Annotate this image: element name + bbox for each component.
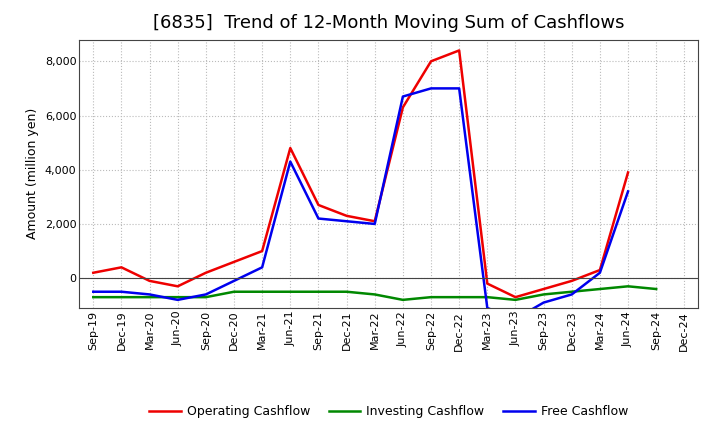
Free Cashflow bbox=[202, 292, 210, 297]
Free Cashflow bbox=[427, 86, 436, 91]
Investing Cashflow bbox=[455, 294, 464, 300]
Line: Free Cashflow: Free Cashflow bbox=[94, 88, 628, 319]
Investing Cashflow bbox=[174, 294, 182, 300]
Investing Cashflow bbox=[370, 292, 379, 297]
Operating Cashflow bbox=[342, 213, 351, 219]
Operating Cashflow bbox=[399, 105, 408, 110]
Investing Cashflow bbox=[399, 297, 408, 303]
Investing Cashflow bbox=[624, 284, 632, 289]
Investing Cashflow bbox=[202, 294, 210, 300]
Title: [6835]  Trend of 12-Month Moving Sum of Cashflows: [6835] Trend of 12-Month Moving Sum of C… bbox=[153, 15, 624, 33]
Operating Cashflow bbox=[202, 270, 210, 275]
Investing Cashflow bbox=[511, 297, 520, 303]
Free Cashflow bbox=[117, 289, 126, 294]
Line: Operating Cashflow: Operating Cashflow bbox=[94, 51, 628, 297]
Investing Cashflow bbox=[539, 292, 548, 297]
Investing Cashflow bbox=[567, 289, 576, 294]
Operating Cashflow bbox=[286, 145, 294, 150]
Free Cashflow bbox=[258, 265, 266, 270]
Operating Cashflow bbox=[595, 268, 604, 273]
Free Cashflow bbox=[342, 219, 351, 224]
Operating Cashflow bbox=[539, 286, 548, 292]
Investing Cashflow bbox=[89, 294, 98, 300]
Free Cashflow bbox=[399, 94, 408, 99]
Investing Cashflow bbox=[483, 294, 492, 300]
Operating Cashflow bbox=[567, 278, 576, 283]
Free Cashflow bbox=[455, 86, 464, 91]
Y-axis label: Amount (million yen): Amount (million yen) bbox=[26, 108, 40, 239]
Operating Cashflow bbox=[145, 278, 154, 283]
Free Cashflow bbox=[483, 305, 492, 311]
Investing Cashflow bbox=[286, 289, 294, 294]
Operating Cashflow bbox=[427, 59, 436, 64]
Investing Cashflow bbox=[314, 289, 323, 294]
Free Cashflow bbox=[145, 292, 154, 297]
Free Cashflow bbox=[567, 292, 576, 297]
Free Cashflow bbox=[624, 189, 632, 194]
Free Cashflow bbox=[89, 289, 98, 294]
Free Cashflow bbox=[511, 316, 520, 322]
Free Cashflow bbox=[370, 221, 379, 227]
Operating Cashflow bbox=[370, 219, 379, 224]
Line: Investing Cashflow: Investing Cashflow bbox=[94, 286, 656, 300]
Investing Cashflow bbox=[117, 294, 126, 300]
Operating Cashflow bbox=[511, 294, 520, 300]
Free Cashflow bbox=[539, 300, 548, 305]
Investing Cashflow bbox=[595, 286, 604, 292]
Operating Cashflow bbox=[314, 202, 323, 208]
Free Cashflow bbox=[174, 297, 182, 303]
Free Cashflow bbox=[314, 216, 323, 221]
Operating Cashflow bbox=[624, 170, 632, 175]
Investing Cashflow bbox=[145, 294, 154, 300]
Operating Cashflow bbox=[117, 265, 126, 270]
Operating Cashflow bbox=[483, 281, 492, 286]
Investing Cashflow bbox=[652, 286, 660, 292]
Investing Cashflow bbox=[230, 289, 238, 294]
Operating Cashflow bbox=[258, 249, 266, 254]
Operating Cashflow bbox=[455, 48, 464, 53]
Free Cashflow bbox=[595, 270, 604, 275]
Investing Cashflow bbox=[427, 294, 436, 300]
Operating Cashflow bbox=[230, 259, 238, 264]
Investing Cashflow bbox=[342, 289, 351, 294]
Free Cashflow bbox=[286, 159, 294, 164]
Operating Cashflow bbox=[174, 284, 182, 289]
Legend: Operating Cashflow, Investing Cashflow, Free Cashflow: Operating Cashflow, Investing Cashflow, … bbox=[145, 400, 633, 423]
Operating Cashflow bbox=[89, 270, 98, 275]
Investing Cashflow bbox=[258, 289, 266, 294]
Free Cashflow bbox=[230, 278, 238, 283]
